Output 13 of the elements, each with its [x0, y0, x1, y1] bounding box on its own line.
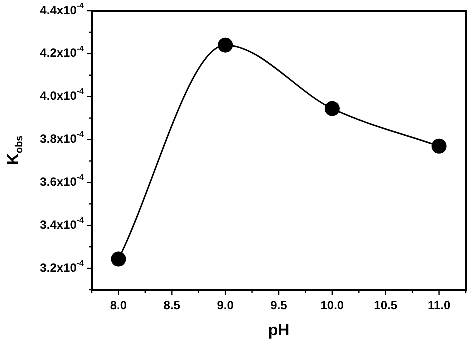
x-axis-title: pH — [268, 322, 290, 340]
point — [432, 138, 447, 154]
point — [111, 252, 126, 267]
x-tick-label: 10.5 — [374, 298, 398, 312]
point — [218, 38, 234, 53]
x-tick-label: 8.5 — [164, 298, 181, 312]
x-tick-label: 8.0 — [110, 298, 128, 312]
point — [324, 101, 340, 116]
x-tick-label: 11.0 — [428, 298, 451, 312]
x-tick-label: 10.0 — [320, 298, 344, 312]
x-tick-label: 9.0 — [217, 298, 234, 312]
y-axis-title: Kobs — [5, 135, 26, 166]
x-tick-label: 9.5 — [270, 298, 288, 312]
